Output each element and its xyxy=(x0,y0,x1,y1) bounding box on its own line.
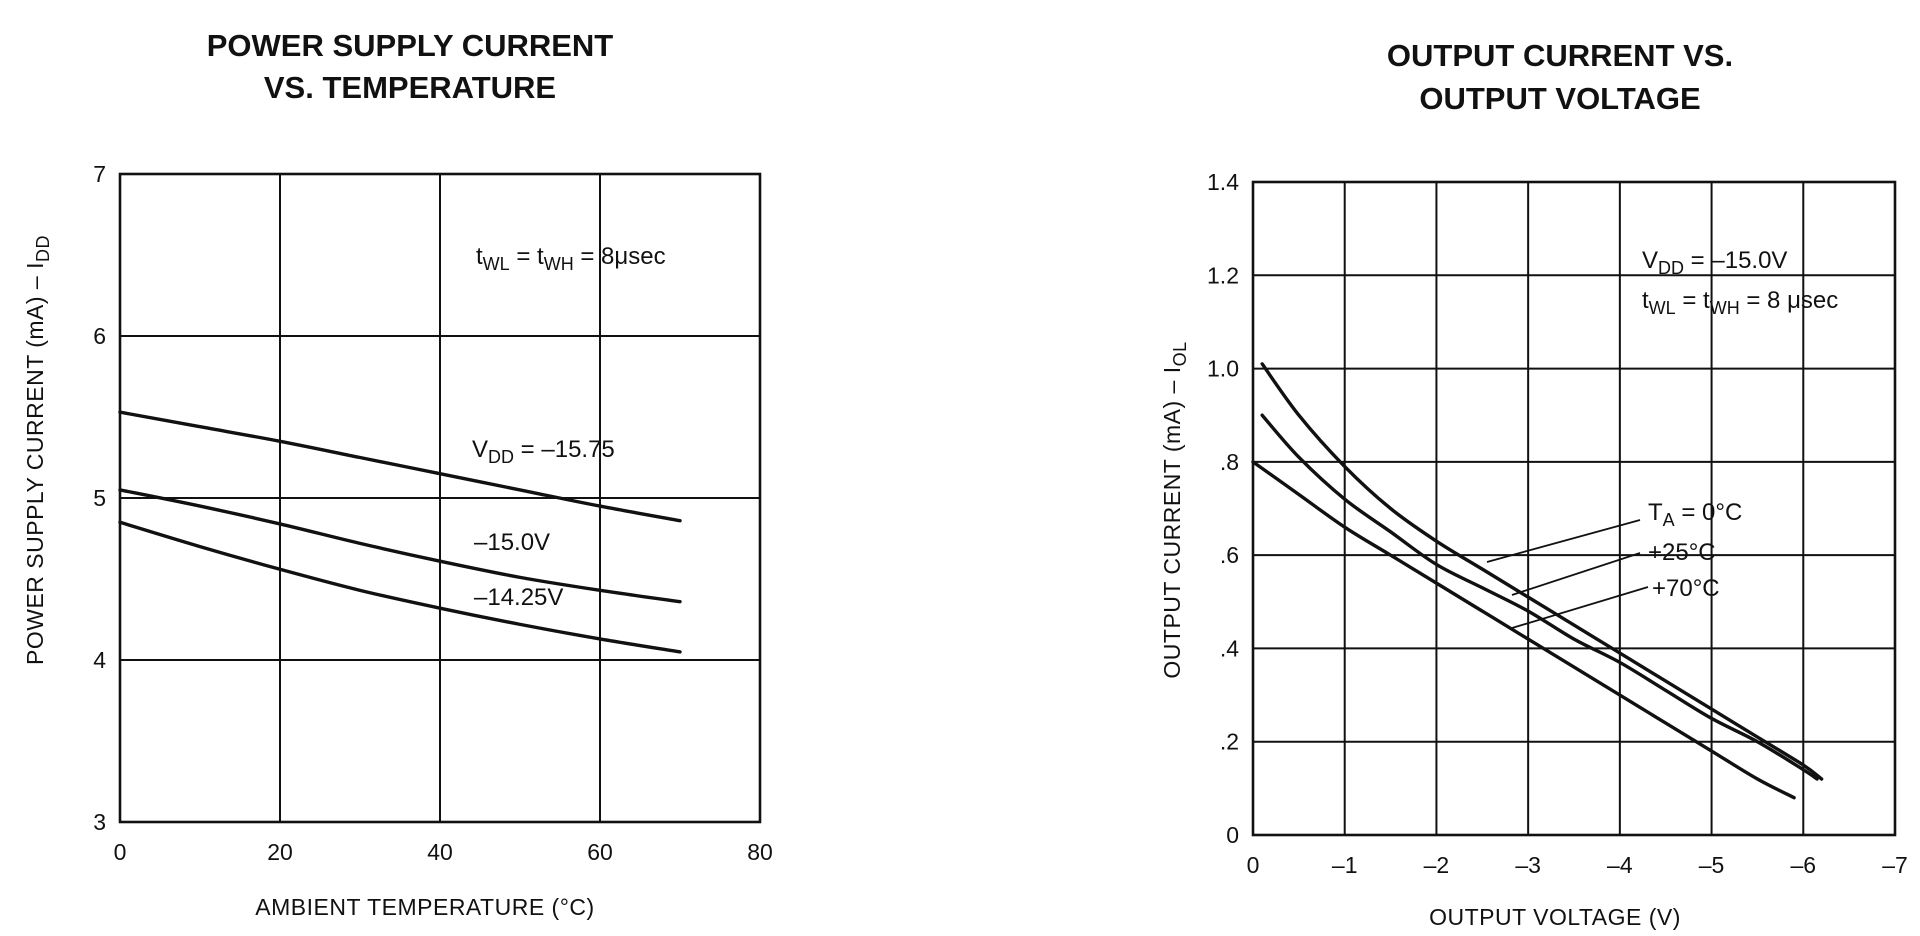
x-tick-label: –7 xyxy=(1882,852,1908,878)
y-tick-label: .2 xyxy=(1220,729,1239,755)
s0-prefix: V xyxy=(472,436,488,463)
c2cond1-eq1: = t xyxy=(1676,287,1710,314)
chart2-tick-labels: 0 –1 –2 –3 –4 –5 –6 –7 0 .2 .4 .6 .8 1.0 1.2 1.4 xyxy=(1207,169,1908,878)
chart2-series-label-0: TA = 0°C xyxy=(1648,499,1742,530)
x-tick-label: –4 xyxy=(1607,852,1633,878)
chart2-leader-1 xyxy=(1511,552,1641,596)
cond-eq2: = 8μsec xyxy=(574,243,666,270)
c2s0-rest: = 0°C xyxy=(1675,499,1743,526)
chart1-series-label-1: –15.0V xyxy=(474,529,550,556)
x-tick-label: –5 xyxy=(1699,852,1725,878)
chart1-timing-condition: tWL = tWH = 8μsec xyxy=(476,243,666,274)
chart1-title-line2: VS. TEMPERATURE xyxy=(264,70,556,105)
x-tick-label: –2 xyxy=(1424,852,1450,878)
chart1-title-line1: POWER SUPPLY CURRENT xyxy=(207,28,614,63)
chart1-tick-labels: 0 20 40 60 80 3 4 5 6 7 xyxy=(93,161,773,865)
y-tick-label: .6 xyxy=(1220,542,1239,568)
c2s0-sub: A xyxy=(1663,510,1675,530)
y-tick-label: 3 xyxy=(93,809,106,835)
c2cond1-s2: WH xyxy=(1710,298,1740,318)
cond-s2: WH xyxy=(544,254,574,274)
y-tick-label: 0 xyxy=(1226,822,1239,848)
chart2-leader-0 xyxy=(1486,519,1641,563)
chart2-series-label-1: +25°C xyxy=(1648,539,1716,566)
series-line-1 xyxy=(118,488,682,604)
chart2-y-axis-label: OUTPUT CURRENT (mA) – IOL xyxy=(1159,341,1190,678)
chart2-grid xyxy=(1251,180,1897,837)
x-tick-label: –3 xyxy=(1515,852,1541,878)
chart1-series-label-2: –14.25V xyxy=(474,584,563,611)
y-tick-label: 7 xyxy=(93,161,106,187)
series-line-2 xyxy=(118,520,682,654)
c2cond0-eq1: = –15.0V xyxy=(1684,247,1787,274)
plot-frame xyxy=(118,172,762,824)
x-tick-label: 0 xyxy=(114,839,127,865)
series-line-2 xyxy=(1251,460,1796,800)
chart2-title-line1: OUTPUT CURRENT VS. xyxy=(1387,38,1733,73)
chart2-title-line2: OUTPUT VOLTAGE xyxy=(1419,81,1700,116)
chart1-grid xyxy=(118,172,762,824)
plot-frame xyxy=(1251,180,1897,837)
c2cond1-t1: t xyxy=(1642,287,1649,314)
c2cond1-s1: WL xyxy=(1649,298,1676,318)
x-tick-label: 20 xyxy=(267,839,293,865)
chart1-series xyxy=(118,410,682,654)
c2s0-prefix: T xyxy=(1648,499,1663,526)
s0-sub: DD xyxy=(488,447,514,467)
x-tick-label: 60 xyxy=(587,839,613,865)
y-tick-label: 6 xyxy=(93,323,106,349)
series-line-0 xyxy=(118,410,682,523)
chart1-y-axis-label-main: POWER SUPPLY CURRENT (mA) – I xyxy=(22,262,48,665)
c2cond0-s1: DD xyxy=(1658,258,1684,278)
chart1-y-axis-label: POWER SUPPLY CURRENT (mA) – IDD xyxy=(22,235,53,665)
chart2-series xyxy=(1251,362,1824,800)
cond-t1: t xyxy=(476,243,483,270)
c2cond0-t1: V xyxy=(1642,247,1658,274)
s0-rest: = –15.75 xyxy=(514,436,615,463)
cond-eq1: = t xyxy=(510,243,544,270)
chart1-y-axis-label-sub: DD xyxy=(33,235,53,262)
chart2-condition-vdd: VDD = –15.0V xyxy=(1642,247,1787,278)
y-tick-label: 4 xyxy=(93,647,106,673)
chart2-condition-timing: tWL = tWH = 8 μsec xyxy=(1642,287,1838,318)
chart2-y-axis-label-main: OUTPUT CURRENT (mA) – I xyxy=(1159,366,1185,678)
chart-output-current: OUTPUT CURRENT VS. OUTPUT VOLTAGE 0 –1 –2 –… xyxy=(1159,38,1908,930)
x-tick-label: 0 xyxy=(1247,852,1260,878)
x-tick-label: –1 xyxy=(1332,852,1358,878)
chart1-series-label-0: VDD = –15.75 xyxy=(472,436,615,467)
x-tick-label: 40 xyxy=(427,839,453,865)
x-tick-label: 80 xyxy=(747,839,773,865)
chart-power-supply-current: POWER SUPPLY CURRENT VS. TEMPERATURE 0 20… xyxy=(22,28,773,920)
series-line-1 xyxy=(1260,413,1819,781)
chart2-series-label-2: +70°C xyxy=(1652,575,1720,602)
c2cond1-eq2: = 8 μsec xyxy=(1740,287,1839,314)
y-tick-label: 1.2 xyxy=(1207,262,1239,288)
cond-s1: WL xyxy=(483,254,510,274)
series-line-0 xyxy=(1260,362,1824,781)
x-tick-label: –6 xyxy=(1790,852,1816,878)
y-tick-label: .4 xyxy=(1220,635,1239,661)
y-tick-label: 1.4 xyxy=(1207,169,1239,195)
chart2-x-axis-label: OUTPUT VOLTAGE (V) xyxy=(1429,904,1681,930)
y-tick-label: 5 xyxy=(93,485,106,511)
y-tick-label: 1.0 xyxy=(1207,356,1239,382)
y-tick-label: .8 xyxy=(1220,449,1239,475)
chart2-leader-2 xyxy=(1511,586,1649,629)
chart2-y-axis-label-sub: OL xyxy=(1170,341,1190,366)
chart1-x-axis-label: AMBIENT TEMPERATURE (°C) xyxy=(255,894,594,920)
